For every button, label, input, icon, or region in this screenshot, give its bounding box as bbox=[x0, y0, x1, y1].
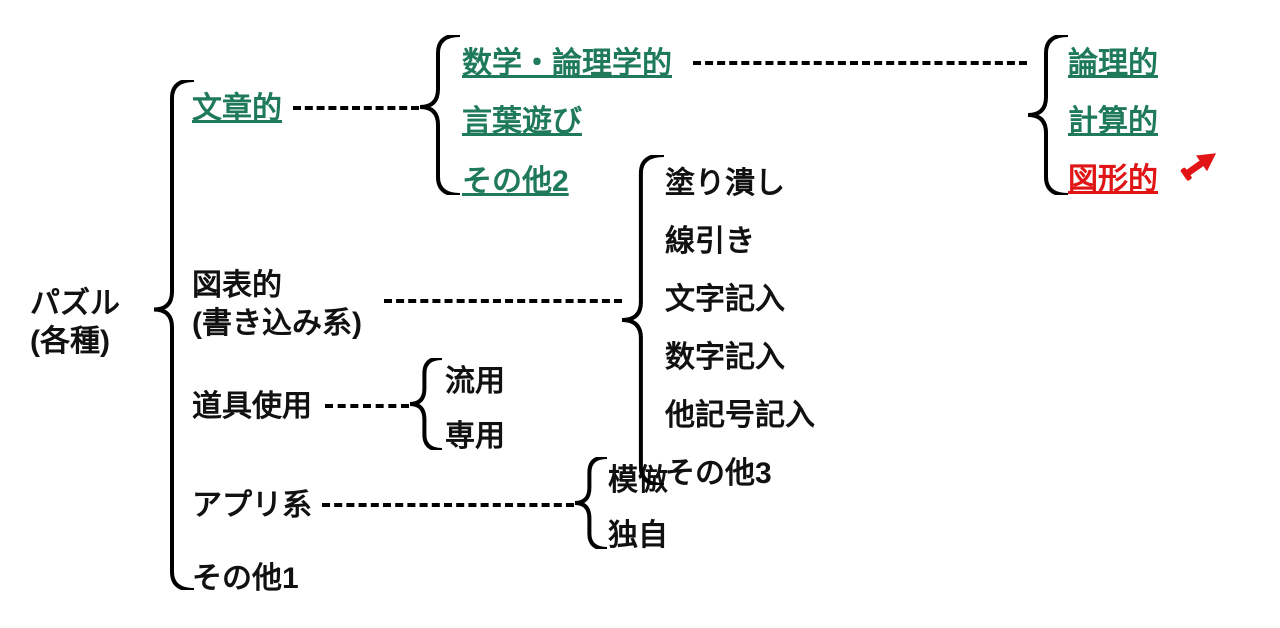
textual-mathlogic[interactable]: 数学・論理学的 bbox=[462, 45, 672, 83]
dash-d-tools bbox=[325, 404, 409, 408]
textual-other2[interactable]: その他2 bbox=[462, 163, 569, 201]
diagram-moji: 文字記入 bbox=[665, 281, 785, 319]
app-dokuji: 独自 bbox=[608, 517, 668, 555]
diagram-other3: その他3 bbox=[665, 455, 772, 493]
mathlogic-zukeiteki[interactable]: 図形的 bbox=[1068, 161, 1158, 199]
app-moho: 模倣 bbox=[608, 462, 668, 500]
textual-wordplay[interactable]: 言葉遊び bbox=[462, 103, 582, 141]
dash-d-app bbox=[322, 503, 574, 507]
diagram-nurikabe: 塗り潰し bbox=[665, 165, 785, 203]
diagram-kigou: 他記号記入 bbox=[665, 397, 815, 435]
diagram-suuji: 数字記入 bbox=[665, 339, 785, 377]
level1-textual[interactable]: 文章的 bbox=[192, 90, 282, 128]
tools-ryuyo: 流用 bbox=[445, 363, 505, 401]
diagram-line: 線引き bbox=[665, 223, 755, 261]
root-label: パズル (各種) bbox=[30, 285, 120, 360]
dash-d-diagram bbox=[384, 299, 622, 303]
pointer-hand-icon bbox=[1175, 140, 1223, 193]
level1-tools: 道具使用 bbox=[192, 388, 312, 426]
level1-diagram: 図表的(書き込み系) bbox=[192, 267, 362, 342]
dash-d-textual bbox=[293, 106, 419, 110]
root-line1: パズル bbox=[30, 287, 120, 320]
tools-senyo: 専用 bbox=[445, 418, 505, 456]
level1-app: アプリ系 bbox=[192, 487, 312, 525]
mathlogic-keisanteki[interactable]: 計算的 bbox=[1068, 103, 1158, 141]
root-line2: (各種) bbox=[30, 325, 110, 358]
level1-other1: その他1 bbox=[192, 560, 299, 598]
dash-d-mathlogic bbox=[693, 61, 1027, 65]
mathlogic-ronriteki[interactable]: 論理的 bbox=[1068, 45, 1158, 83]
